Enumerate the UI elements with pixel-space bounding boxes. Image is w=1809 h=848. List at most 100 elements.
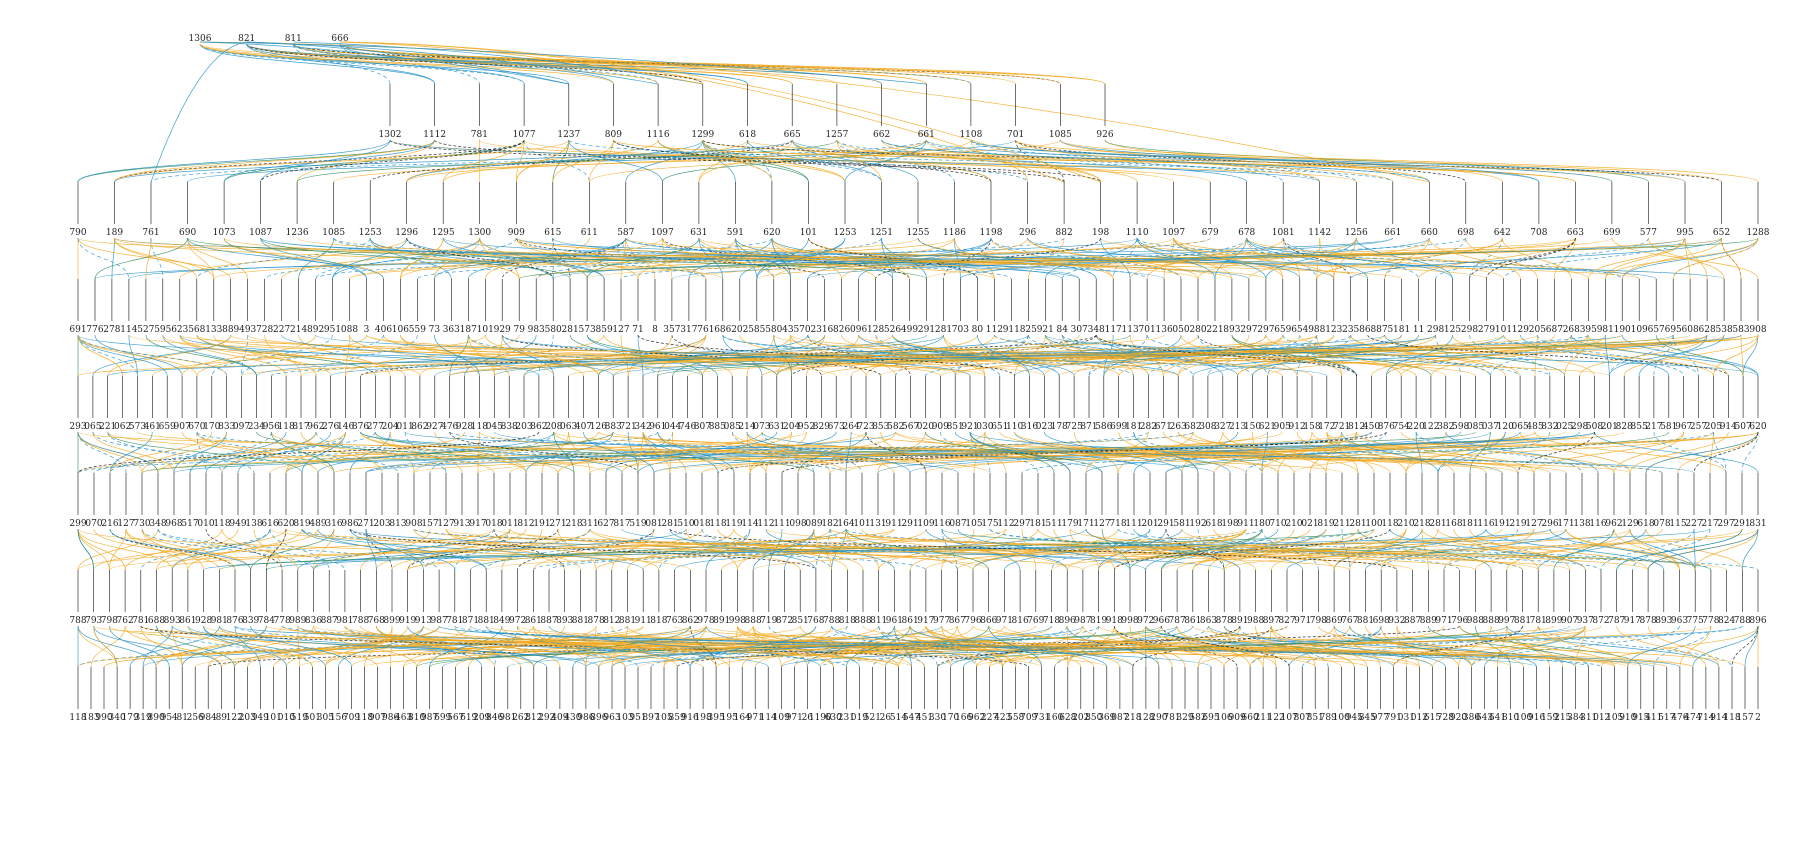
edge-664 (1177, 431, 1359, 474)
edge-941 (109, 625, 170, 668)
node-label-L1-7: 1299 (691, 130, 714, 140)
node-label-L5-5: 348 (149, 519, 166, 529)
edge-823 (1553, 528, 1615, 571)
node-label-L7-104: 615 (1424, 713, 1441, 723)
edge-1149 (894, 625, 1017, 668)
node-label-L1-13: 1108 (959, 130, 982, 140)
node-label-L4-65: 023 (1036, 422, 1053, 432)
node-label-L4-19: 876 (352, 422, 369, 432)
edge-911 (557, 528, 597, 571)
node-label-L5-57: 175 (981, 519, 998, 529)
node-label-L4-80: 621 (1259, 422, 1276, 432)
edge-229 (917, 237, 1114, 280)
edge-254 (1604, 237, 1759, 280)
node-label-L3-77: 875 (1376, 325, 1393, 335)
node-label-L7-82: 128 (1137, 713, 1154, 723)
node-label-L6-99: 917 (1624, 616, 1641, 626)
edge-1188 (339, 41, 703, 85)
edge-1013 (281, 625, 1108, 668)
node-label-L7-55: 971 (786, 713, 803, 723)
edge-109 (747, 139, 773, 183)
node-label-L4-20: 277 (367, 422, 384, 432)
node-label-L6-38: 763 (666, 616, 683, 626)
edge-418 (1520, 334, 1670, 377)
node-label-L7-106: 920 (1450, 713, 1467, 723)
edge-1127 (878, 625, 1004, 668)
edge-615 (1469, 431, 1491, 474)
edge-132 (264, 237, 773, 280)
node-label-L1-15: 1085 (1049, 130, 1072, 140)
node-label-L5-36: 081 (645, 519, 662, 529)
node-label-L3-93: 657 (1648, 325, 1665, 335)
node-label-L3-45: 826 (833, 325, 850, 335)
edge-429 (241, 334, 384, 377)
node-label-L1-11: 662 (873, 130, 890, 140)
node-label-L5-18: 271 (357, 519, 374, 529)
edge-266 (114, 237, 215, 280)
node-label-L4-21: 204 (382, 422, 399, 432)
edge-943 (194, 625, 848, 668)
node-label-L2-19: 620 (763, 228, 780, 238)
edge-1162 (233, 625, 440, 668)
node-label-L2-23: 1255 (907, 228, 930, 238)
edge-94 (1015, 139, 1321, 183)
node-label-L2-10: 1295 (432, 228, 455, 238)
node-label-L4-39: 961 (649, 422, 666, 432)
node-label-L7-99: 845 (1359, 713, 1376, 723)
node-label-L6-82: 881 (1357, 616, 1374, 626)
node-label-L6-75: 988 (1247, 616, 1264, 626)
edge-826 (845, 528, 1602, 571)
node-label-L5-76: 210 (1285, 519, 1302, 529)
edge-630 (1709, 431, 1714, 474)
node-label-L5-61: 511 (1045, 519, 1062, 529)
node-label-L4-63: 110 (1006, 422, 1023, 432)
edge-859 (861, 528, 1068, 571)
edge-671 (317, 431, 555, 474)
edge-593 (1117, 431, 1194, 474)
node-label-L3-80: 298 (1427, 325, 1444, 335)
node-label-L4-6: 659 (159, 422, 176, 432)
edge-82 (698, 139, 793, 183)
node-label-L6-40: 978 (697, 616, 714, 626)
edge-473 (77, 334, 228, 377)
edge-213 (1100, 237, 1640, 280)
node-label-L4-5: 461 (144, 422, 161, 432)
edge-750 (407, 528, 1007, 571)
node-label-L4-0: 293 (69, 422, 86, 432)
edge-648 (1713, 431, 1727, 474)
edge-844 (1693, 528, 1696, 571)
node-label-L5-103: 297 (1717, 519, 1734, 529)
node-label-L5-11: 138 (245, 519, 262, 529)
node-label-L3-40: 585 (748, 325, 765, 335)
node-label-L5-94: 138 (1573, 519, 1590, 529)
node-label-L6-51: 811 (870, 616, 887, 626)
node-label-L2-5: 1087 (249, 228, 272, 238)
node-label-L4-45: 214 (738, 422, 755, 432)
node-label-L3-78: 181 (1393, 325, 1410, 335)
edge-327 (315, 334, 418, 377)
node-label-L5-67: 201 (1141, 519, 1158, 529)
edge-902 (266, 528, 1551, 571)
node-label-L6-69: 966 (1153, 616, 1170, 626)
node-label-L5-96: 962 (1605, 519, 1622, 529)
edge-487 (77, 334, 198, 377)
node-label-L7-93: 107 (1281, 713, 1298, 723)
node-label-L6-55: 977 (933, 616, 950, 626)
node-label-L7-30: 619 (460, 713, 477, 723)
edge-1122 (1208, 625, 1355, 668)
edge-494 (642, 334, 1436, 377)
node-label-L3-50: 291 (918, 325, 935, 335)
edge-922 (156, 528, 895, 571)
edge-58 (613, 139, 1028, 183)
edge-697 (731, 431, 815, 474)
edge-857 (141, 528, 204, 571)
edge-103 (747, 139, 1686, 183)
edge-499 (493, 334, 503, 377)
node-label-L4-73: 671 (1155, 422, 1172, 432)
edge-1126 (155, 625, 283, 668)
node-label-L4-77: 327 (1214, 422, 1231, 432)
edge-1167 (250, 625, 352, 668)
edge-705 (1133, 431, 1199, 474)
edge-527 (776, 334, 826, 377)
node-label-L7-16: 010 (278, 713, 295, 723)
